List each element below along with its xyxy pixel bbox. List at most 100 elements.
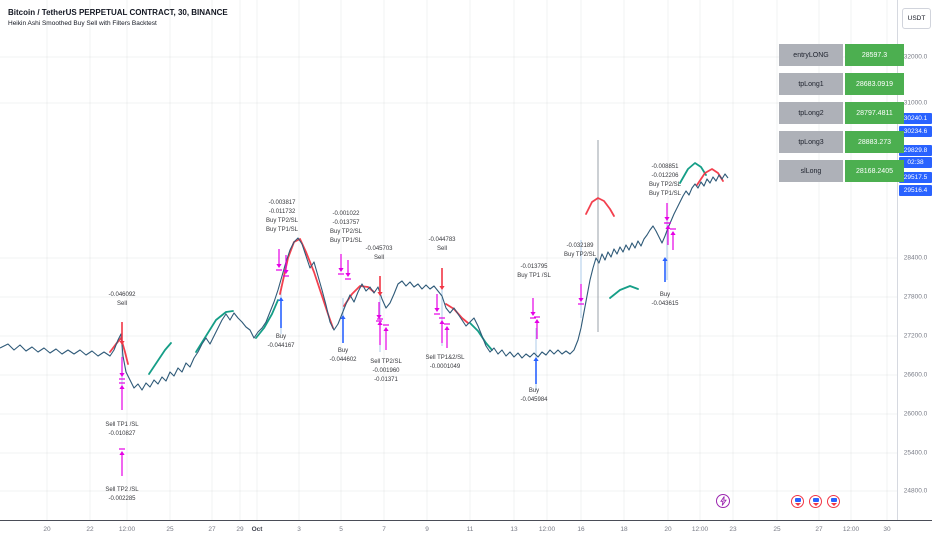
time-tick-label: 29 (236, 526, 244, 533)
time-tick-label: Oct (251, 526, 263, 533)
time-tick-label: 9 (425, 526, 429, 533)
strategy-row-tpLong3: tpLong3 28883.273 (779, 131, 904, 153)
chart-legend: Bitcoin / TetherUS PERPETUAL CONTRACT, 3… (8, 8, 228, 27)
time-tick-label: 11 (466, 526, 474, 533)
strategy-row-tpLong1: tpLong1 28683.0919 (779, 73, 904, 95)
ha-ribbon-red (279, 238, 334, 329)
symbol-title[interactable]: Bitcoin / TetherUS PERPETUAL CONTRACT, 3… (8, 8, 228, 17)
sell-arrow (276, 249, 282, 271)
sell-arrow (377, 276, 383, 296)
time-tick-label: 20 (664, 526, 672, 533)
sell-arrow (283, 255, 289, 277)
sell-arrow (345, 260, 351, 280)
buy-arrow (340, 315, 346, 343)
sell-arrow (578, 284, 584, 305)
ha-ribbon-red (585, 197, 615, 217)
time-tick-label: 12:00 (842, 526, 860, 533)
sell-arrow (376, 302, 382, 322)
price-level-chip: 30234.6 (899, 126, 932, 137)
plot-area (0, 0, 897, 520)
ha-ribbon-red (445, 303, 469, 324)
time-tick-label: 7 (382, 526, 386, 533)
strategy-label: slLong (779, 160, 843, 182)
time-tick-label: 5 (339, 526, 343, 533)
strategy-value: 28683.0919 (845, 73, 904, 95)
time-axis[interactable]: 20 22 12:00 25 27 29 Oct 3 5 7 9 11 13 12:00 16 18 20 12:… (0, 520, 932, 550)
time-tick-label: 12:00 (118, 526, 136, 533)
indicator-title[interactable]: Heikin Ashi Smoothed Buy Sell with Filte… (8, 20, 157, 27)
buy-arrow (670, 228, 676, 250)
buy-arrow (119, 448, 125, 476)
strategy-value: 28883.273 (845, 131, 904, 153)
sell-arrow (664, 203, 670, 224)
lightning-icon[interactable] (716, 494, 730, 508)
price-tick-label: 28400.0 (903, 254, 928, 262)
buy-arrow (377, 318, 383, 345)
bar-countdown-chip: 02:38 (899, 157, 932, 168)
price-tick-label: 32000.0 (903, 53, 928, 61)
sell-arrow (530, 298, 536, 319)
buy-arrow (533, 357, 539, 384)
strategy-row-entryLONG: entryLONG 28597.3 (779, 44, 904, 66)
sell-arrow (434, 294, 440, 315)
strategy-label: tpLong2 (779, 102, 843, 124)
currency-unit-button[interactable]: USDT (902, 8, 931, 29)
time-tick-label: 27 (208, 526, 216, 533)
price-tick-label: 26600.0 (903, 371, 928, 379)
price-level-chip: 29517.5 (899, 172, 932, 183)
price-tick-label: 27200.0 (903, 332, 928, 340)
price-tick-label: 27800.0 (903, 293, 928, 301)
sell-arrow (439, 268, 445, 290)
buy-arrow (383, 324, 389, 350)
buy-arrow (444, 323, 450, 348)
time-tick-label: 3 (297, 526, 301, 533)
price-tick-label: 31000.0 (903, 99, 928, 107)
script-badge-icon[interactable] (827, 495, 840, 508)
price-line (0, 173, 729, 391)
strategy-value: 28597.3 (845, 44, 904, 66)
price-tick-label: 26000.0 (903, 410, 928, 418)
sell-arrow (119, 357, 125, 380)
price-tick-label: 24800.0 (903, 487, 928, 495)
time-tick-label: 27 (815, 526, 823, 533)
ha-ribbon-green (679, 162, 707, 184)
time-tick-label: 23 (729, 526, 737, 533)
price-level-chip: 29516.4 (899, 185, 932, 196)
ha-ribbon-red (343, 285, 375, 307)
time-tick-label: 16 (577, 526, 585, 533)
price-level-chip: 30240.1 (899, 113, 932, 124)
ha-ribbon-green (255, 299, 279, 339)
sell-arrow (338, 254, 344, 275)
ha-ribbon-green (195, 310, 234, 353)
script-badge-icon[interactable] (791, 495, 804, 508)
sell-arrow (119, 322, 125, 345)
ha-ribbon-green (148, 342, 172, 375)
badge-glyph-bottom (812, 503, 819, 506)
badge-glyph-top (794, 498, 801, 502)
price-axis[interactable]: 32000.0 31000.0 28400.0 27800.0 27200.0 26600… (897, 0, 932, 520)
badge-glyph-top (830, 498, 837, 502)
time-tick-label: 30 (883, 526, 891, 533)
time-tick-label: 22 (86, 526, 94, 533)
strategy-label: tpLong1 (779, 73, 843, 95)
time-tick-label: 13 (510, 526, 518, 533)
time-tick-label: 20 (43, 526, 51, 533)
time-tick-label: 12:00 (538, 526, 556, 533)
time-tick-label: 25 (773, 526, 781, 533)
strategy-row-tpLong2: tpLong2 28797.4811 (779, 102, 904, 124)
time-tick-label: 25 (166, 526, 174, 533)
ha-ribbon-green (609, 285, 639, 299)
strategy-label: entryLONG (779, 44, 843, 66)
price-tick-label: 25400.0 (903, 449, 928, 457)
buy-arrow (119, 382, 125, 410)
buy-arrow (439, 317, 445, 343)
lightning-bolt-glyph (719, 496, 727, 506)
buy-arrow (278, 297, 284, 328)
buy-arrow (665, 222, 671, 245)
price-level-chip: 29829.8 (899, 145, 932, 156)
strategy-value: 28797.4811 (845, 102, 904, 124)
script-badge-icon[interactable] (809, 495, 822, 508)
buy-arrow (662, 257, 668, 282)
